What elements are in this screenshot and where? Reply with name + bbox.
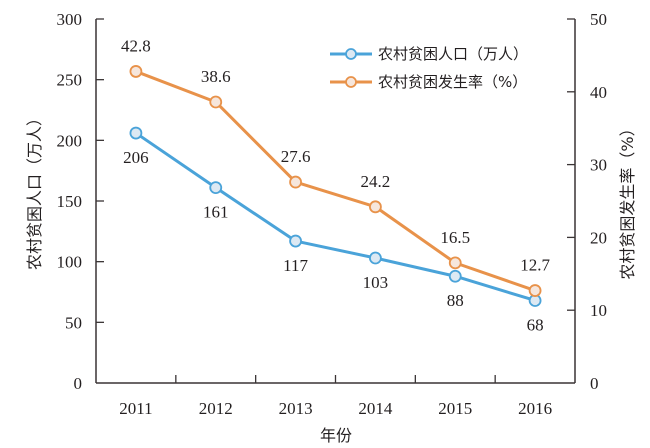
data-label: 88 bbox=[447, 291, 464, 310]
data-label: 68 bbox=[527, 315, 544, 334]
y-left-tick-label: 250 bbox=[57, 71, 83, 90]
data-point bbox=[448, 256, 462, 270]
data-label: 24.2 bbox=[361, 172, 391, 191]
x-tick-label: 2012 bbox=[199, 399, 233, 418]
data-label: 117 bbox=[283, 256, 308, 275]
y-right-tick-label: 10 bbox=[590, 301, 607, 320]
y-right-tick-label: 20 bbox=[590, 228, 607, 247]
series-poverty-rate bbox=[129, 65, 542, 297]
legend-item-poverty-rate: 农村贫困发生率（%） bbox=[330, 73, 527, 91]
data-label: 161 bbox=[203, 203, 229, 222]
y-left-tick-label: 50 bbox=[65, 313, 82, 332]
x-tick-label: 2011 bbox=[119, 399, 152, 418]
legend-label-rate: 农村贫困发生率（%） bbox=[378, 73, 527, 91]
y-left-tick-label: 150 bbox=[57, 192, 83, 211]
data-point bbox=[369, 251, 382, 265]
y-axis-left-title: 农村贫困人口（万人） bbox=[25, 110, 44, 270]
series-line bbox=[135, 131, 536, 302]
data-label: 38.6 bbox=[201, 67, 231, 86]
axes bbox=[95, 18, 576, 384]
y-axis-right-title: 农村贫困发生率（%） bbox=[618, 120, 637, 279]
y-left-tick-label: 100 bbox=[57, 253, 83, 272]
data-point bbox=[289, 234, 302, 248]
data-labels: 206 161 117 103 88 68 42.8 38.6 27.6 24.2 16.5 12.7 bbox=[121, 36, 550, 334]
x-tick-label: 2013 bbox=[279, 399, 313, 418]
data-label: 27.6 bbox=[281, 147, 311, 166]
data-point bbox=[209, 95, 223, 109]
series-layer bbox=[129, 65, 542, 307]
legend-marker-population bbox=[345, 48, 357, 60]
data-label: 12.7 bbox=[520, 256, 550, 275]
data-label: 16.5 bbox=[440, 228, 470, 247]
data-point bbox=[129, 65, 143, 78]
y-right-tick-label: 50 bbox=[590, 10, 607, 29]
data-label: 206 bbox=[123, 148, 149, 167]
x-tick-label: 2015 bbox=[438, 399, 472, 418]
y-right-tick-label: 30 bbox=[590, 156, 607, 175]
y-right-tick-label: 40 bbox=[590, 83, 607, 102]
y-right-tick-label: 0 bbox=[590, 374, 599, 393]
series-poverty-population bbox=[129, 126, 542, 307]
data-label: 42.8 bbox=[121, 36, 151, 55]
data-point bbox=[129, 126, 143, 140]
data-point bbox=[448, 269, 462, 283]
data-point bbox=[209, 181, 223, 195]
legend-marker-rate bbox=[345, 76, 357, 88]
series-line bbox=[135, 70, 536, 292]
tick-labels: 0 50 100 150 200 250 300 0 10 20 30 40 50 2011 2012 201… bbox=[57, 10, 608, 418]
data-point bbox=[289, 175, 302, 189]
legend-label-population: 农村贫困人口（万人） bbox=[378, 45, 528, 63]
x-tick-label: 2014 bbox=[358, 399, 393, 418]
legend-item-poverty-population: 农村贫困人口（万人） bbox=[330, 45, 528, 63]
x-tick-label: 2016 bbox=[518, 399, 552, 418]
data-label: 103 bbox=[363, 273, 389, 292]
y-left-tick-label: 200 bbox=[57, 131, 83, 150]
data-point bbox=[528, 284, 542, 297]
x-axis-title: 年份 bbox=[320, 426, 352, 445]
data-point bbox=[369, 200, 382, 214]
legend: 农村贫困人口（万人） 农村贫困发生率（%） bbox=[330, 45, 528, 91]
y-left-tick-label: 0 bbox=[74, 374, 83, 393]
y-left-tick-label: 300 bbox=[57, 10, 83, 29]
